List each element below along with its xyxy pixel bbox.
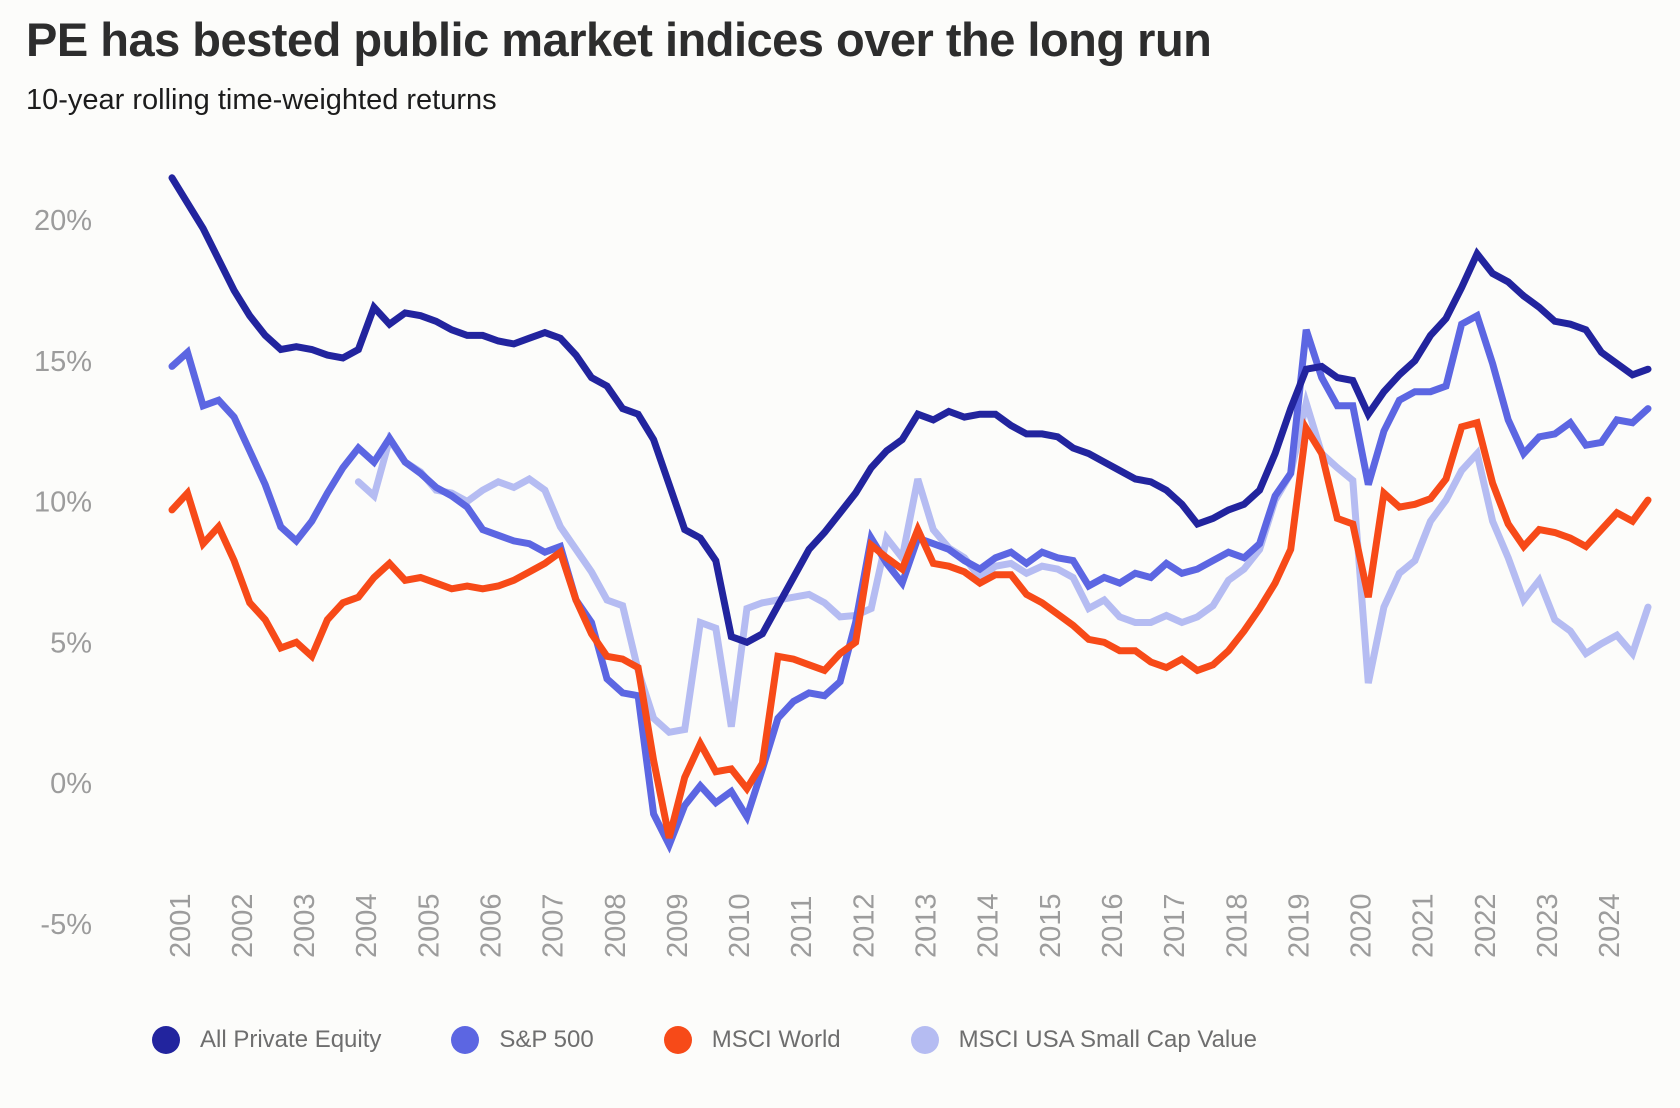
legend-label: S&P 500: [499, 1026, 594, 1053]
legend-swatch: [451, 1026, 480, 1054]
legend-label: MSCI USA Small Cap Value: [958, 1026, 1257, 1053]
x-axis-tick-label: 2016: [1097, 893, 1129, 958]
x-axis-tick-label: 2023: [1532, 893, 1564, 958]
y-axis-tick-label: 10%: [34, 487, 92, 519]
y-axis-tick-label: 5%: [50, 627, 92, 659]
x-axis-tick-label: 2022: [1470, 893, 1502, 958]
legend-item-sp-500: S&P 500: [451, 1026, 594, 1054]
legend-swatch: [152, 1026, 180, 1054]
y-axis-tick-label: 15%: [34, 346, 92, 378]
x-axis-tick-label: 2001: [165, 893, 197, 958]
legend-item-msci-usa-small-cap-value: MSCI USA Small Cap Value: [910, 1026, 1257, 1054]
legend-label: All Private Equity: [200, 1026, 382, 1053]
x-axis-tick-label: 2019: [1283, 893, 1315, 958]
x-axis-tick-label: 2008: [600, 893, 632, 958]
x-axis-tick-label: 2004: [351, 893, 383, 958]
legend-swatch: [910, 1026, 939, 1054]
x-axis-tick-label: 2003: [289, 893, 321, 958]
x-axis-tick-label: 2013: [911, 893, 943, 958]
x-axis-tick-label: 2006: [476, 893, 508, 958]
x-axis-tick-label: 2024: [1594, 893, 1626, 958]
x-axis-tick-label: 2014: [973, 893, 1005, 958]
line-sp-500: [168, 310, 1652, 854]
legend-item-msci-world: MSCI World: [663, 1026, 841, 1054]
legend-item-all-private-equity: All Private Equity: [152, 1026, 381, 1054]
legend-label: MSCI World: [711, 1026, 841, 1053]
line-msci-usa-small-cap-value: [354, 389, 1652, 737]
legend-swatch: [663, 1026, 692, 1054]
y-axis-tick-label: 20%: [34, 205, 92, 237]
x-axis-tick-label: 2020: [1346, 893, 1378, 958]
x-axis-tick-label: 2017: [1159, 893, 1191, 958]
x-axis-tick-label: 2005: [413, 893, 445, 958]
line-all-private-equity: [168, 174, 1652, 647]
chart-legend: All Private Equity S&P 500 MSCI World MS…: [152, 1026, 1257, 1054]
chart-subtitle: 10-year rolling time-weighted returns: [26, 83, 497, 116]
x-axis-tick-label: 2011: [786, 896, 818, 958]
x-axis-tick-label: 2010: [724, 893, 756, 958]
x-axis-tick-label: 2009: [662, 893, 694, 958]
chart-header: PE has bested public market indices over…: [26, 13, 1212, 117]
page-title: PE has bested public market indices over…: [26, 13, 1212, 66]
x-axis-tick-label: 2015: [1035, 893, 1067, 958]
x-axis-tick-label: 2002: [227, 893, 259, 958]
x-axis-tick-label: 2012: [848, 893, 880, 958]
x-axis-tick-label: 2021: [1408, 893, 1440, 958]
x-axis-tick-label: 2018: [1221, 893, 1253, 958]
x-axis-tick-label: 2007: [538, 893, 570, 958]
y-axis-tick-label: -5%: [40, 909, 92, 941]
y-axis-tick-label: 0%: [50, 768, 92, 800]
line-msci-world: [168, 417, 1652, 839]
